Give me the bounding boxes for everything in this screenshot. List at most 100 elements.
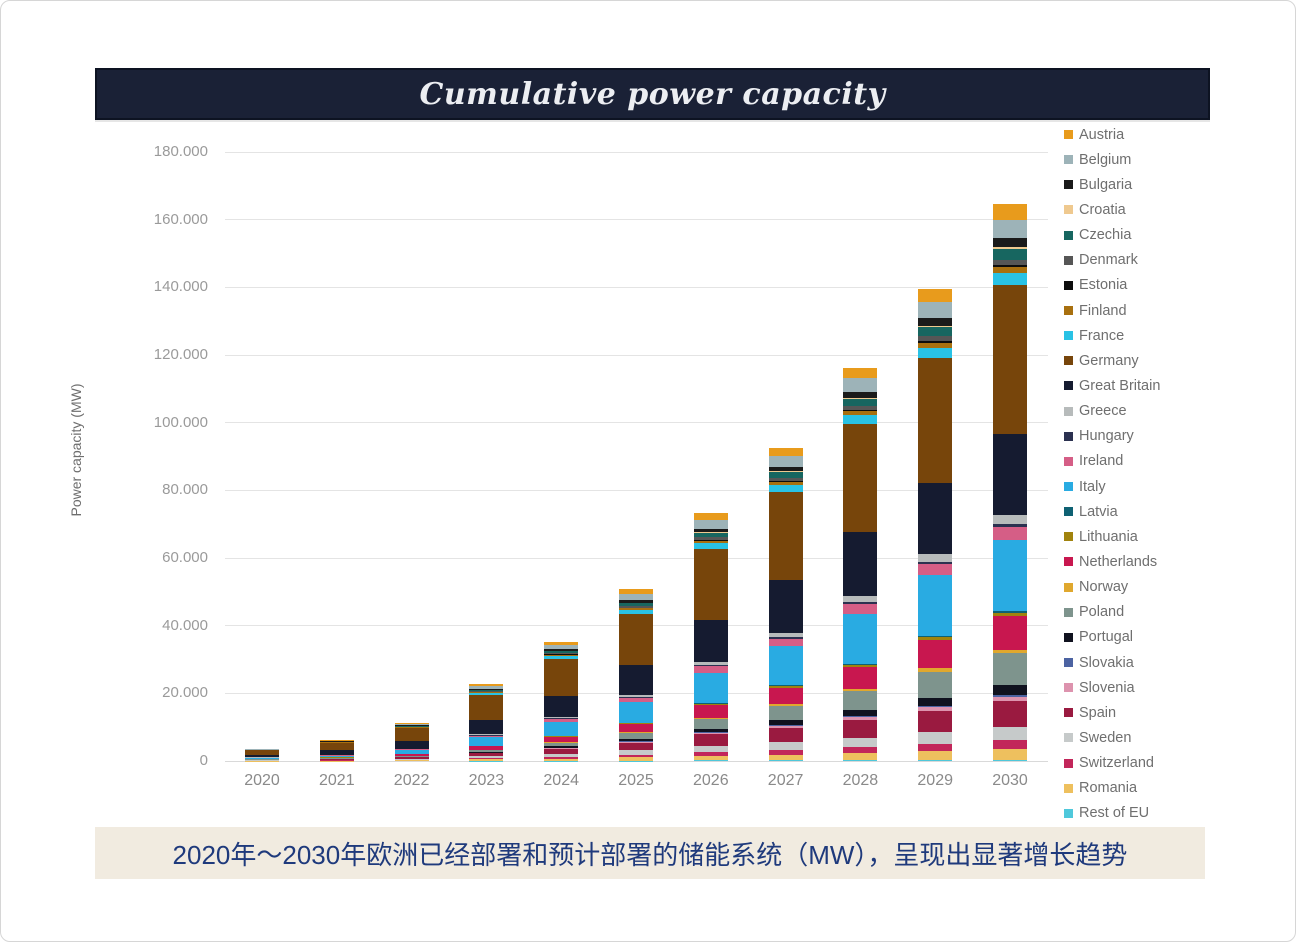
segment-2029-sweden (918, 732, 953, 744)
segment-2027-netherlands (768, 687, 803, 705)
y-tick-label: 160.000 (153, 210, 208, 228)
segment-2030-slovenia (993, 696, 1027, 702)
gridline-180.000 (225, 151, 1048, 153)
legend-label: Sweden (1079, 729, 1132, 746)
segment-2028-ireland (843, 604, 878, 614)
chart-title: Cumulative power capacity (419, 76, 886, 112)
segment-2030-hungary (993, 524, 1027, 528)
segment-2025-greece (619, 695, 653, 698)
legend-item-croatia: Croatia (1064, 197, 1160, 222)
segment-2024-belgium (544, 644, 579, 650)
x-tick-label-2030: 2030 (992, 772, 1028, 789)
legend-item-portugal: Portugal (1064, 625, 1160, 650)
segment-2025-finland (619, 608, 653, 611)
legend-item-austria: Austria (1064, 122, 1160, 147)
segment-2023-romania (469, 759, 504, 761)
segment-2023-italy (469, 737, 504, 746)
segment-2024-great-britain (544, 695, 579, 717)
segment-2029-norway (918, 668, 953, 672)
legend-label: Ireland (1079, 453, 1124, 470)
bar-2023 (469, 684, 504, 761)
segment-2022-czechia (394, 726, 429, 727)
segment-2024-germany (544, 658, 579, 696)
legend-label: Switzerland (1079, 755, 1154, 772)
segment-2022-belgium (394, 723, 429, 726)
legend-swatch-icon (1064, 683, 1073, 693)
segment-2026-poland (693, 719, 728, 729)
segment-2023-portugal (469, 751, 504, 753)
segment-2026-great-britain (693, 619, 728, 662)
bar-2022 (394, 722, 429, 761)
gridline-120.000 (225, 354, 1048, 356)
bar-2025 (619, 589, 653, 761)
segment-2021-ireland (319, 755, 354, 756)
legend-swatch-icon (1064, 406, 1073, 416)
legend-swatch-icon (1064, 708, 1073, 718)
segment-2023-bulgaria (469, 688, 504, 690)
segment-2027-croatia (768, 471, 803, 473)
chart-legend: Austria Belgium Bulgaria Croatia Czechia Denm… (1064, 122, 1160, 826)
legend-item-czechia: Czechia (1064, 223, 1160, 248)
legend-label: Denmark (1079, 252, 1138, 269)
segment-2030-slovakia (993, 694, 1027, 697)
legend-item-lithuania: Lithuania (1064, 524, 1160, 549)
segment-2026-estonia (693, 539, 728, 541)
segment-2027-lithuania (768, 686, 803, 688)
legend-swatch-icon (1064, 331, 1073, 341)
segment-2026-hungary (693, 665, 728, 667)
x-tick-label-2022: 2022 (393, 772, 430, 789)
segment-2030-denmark (993, 259, 1027, 265)
segment-2020-belgium (245, 749, 279, 750)
legend-item-rest-of-eu: Rest of EU (1064, 801, 1160, 826)
legend-label: Poland (1079, 604, 1125, 621)
segment-2030-switzerland (993, 740, 1027, 749)
x-tick-label-2021: 2021 (319, 772, 355, 789)
segment-2027-bulgaria (768, 466, 803, 472)
segment-2025-bulgaria (619, 600, 653, 603)
legend-label: France (1079, 327, 1125, 344)
legend-label: Belgium (1079, 151, 1132, 168)
legend-item-latvia: Latvia (1064, 499, 1160, 524)
x-tick-label-2023: 2023 (468, 772, 505, 789)
gridline-160.000 (225, 219, 1048, 221)
gridline-100.000 (225, 422, 1048, 424)
bar-2026 (693, 513, 728, 761)
segment-2020-great-britain (245, 754, 279, 758)
bar-2027 (768, 447, 803, 761)
segment-2030-sweden (993, 726, 1027, 741)
segment-2029-rest-of-eu (918, 760, 953, 761)
segment-2026-belgium (693, 519, 728, 529)
segment-2030-rest-of-eu (993, 759, 1027, 761)
segment-2026-germany (693, 548, 728, 620)
legend-label: Great Britain (1079, 377, 1161, 394)
segment-2025-sweden (619, 750, 653, 755)
segment-2023-poland (469, 750, 504, 752)
segment-2026-slovenia (693, 732, 728, 735)
segment-2029-slovenia (918, 707, 953, 711)
segment-2027-austria (768, 447, 803, 456)
segment-2022-spain (394, 757, 429, 759)
legend-swatch-icon (1064, 482, 1073, 492)
legend-swatch-icon (1064, 758, 1073, 768)
segment-2029-spain (918, 710, 953, 733)
segment-2028-spain (843, 720, 878, 738)
segment-2029-netherlands (918, 639, 953, 669)
segment-2024-sweden (544, 753, 579, 757)
segment-2027-norway (768, 704, 803, 707)
legend-label: Austria (1079, 126, 1125, 143)
segment-2024-greece (544, 716, 579, 719)
segment-2028-norway (843, 688, 878, 692)
segment-2026-latvia (693, 703, 728, 704)
legend-swatch-icon (1064, 381, 1073, 391)
legend-label: Croatia (1079, 201, 1126, 218)
segment-2030-great-britain (993, 433, 1027, 515)
segment-2025-lithuania (619, 722, 653, 724)
segment-2024-france (544, 656, 579, 659)
legend-label: Romania (1079, 780, 1138, 797)
bar-2020 (245, 748, 279, 761)
segment-2027-latvia (768, 685, 803, 687)
segment-2022-italy (394, 750, 429, 754)
segment-2022-austria (394, 722, 429, 724)
legend-swatch-icon (1064, 632, 1073, 642)
segment-2024-slovenia (544, 747, 579, 749)
